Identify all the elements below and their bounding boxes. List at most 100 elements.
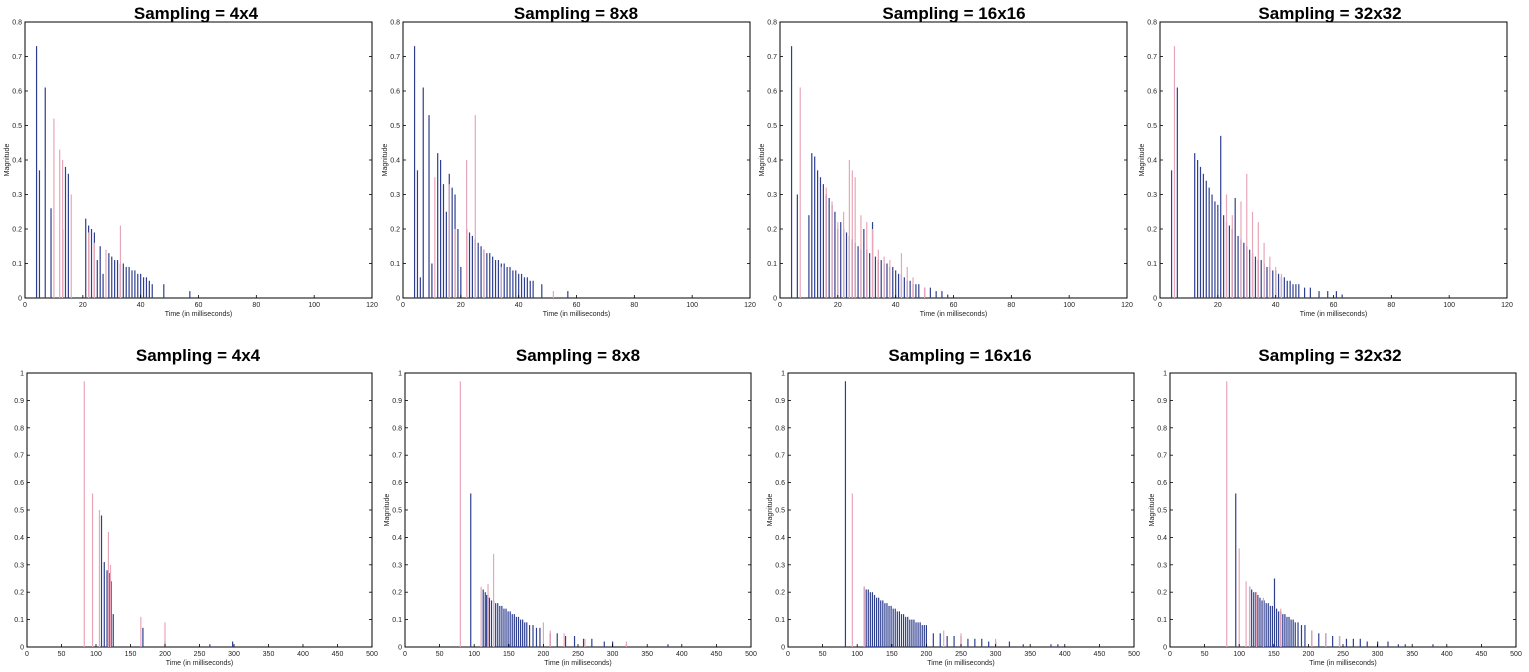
y-tick-label: 0.9 — [775, 398, 785, 405]
x-tick-label: 60 — [195, 302, 203, 309]
x-tick-label: 400 — [676, 651, 688, 658]
x-tick-label: 400 — [1441, 651, 1453, 658]
y-tick-label: 1 — [1163, 371, 1167, 378]
y-tick-label: 0.8 — [392, 425, 402, 432]
x-tick-label: 250 — [194, 651, 206, 658]
x-axis-label: Time (in milliseconds) — [166, 660, 233, 667]
x-tick-label: 40 — [137, 302, 145, 309]
x-tick-label: 400 — [1059, 651, 1071, 658]
y-tick-label: 0.3 — [775, 562, 785, 569]
x-tick-label: 450 — [1476, 651, 1488, 658]
x-tick-label: 0 — [401, 302, 405, 309]
x-tick-label: 120 — [1121, 302, 1133, 309]
x-tick-label: 80 — [1007, 302, 1015, 309]
y-tick-label: 0.1 — [767, 261, 777, 268]
y-tick-label: 0 — [20, 645, 24, 652]
x-tick-label: 0 — [786, 651, 790, 658]
x-tick-label: 120 — [1501, 302, 1513, 309]
x-tick-label: 150 — [503, 651, 515, 658]
x-tick-label: 500 — [1128, 651, 1140, 658]
x-tick-label: 250 — [572, 651, 584, 658]
x-tick-label: 80 — [252, 302, 260, 309]
y-tick-label: 0.7 — [12, 54, 22, 61]
y-tick-label: 1 — [781, 371, 785, 378]
chart-title: Sampling = 32x32 — [1258, 4, 1401, 23]
x-tick-label: 80 — [630, 302, 638, 309]
x-tick-label: 200 — [538, 651, 550, 658]
y-tick-label: 0.2 — [14, 590, 24, 597]
y-tick-label: 0.6 — [775, 480, 785, 487]
y-tick-label: 0 — [398, 645, 402, 652]
y-axis-label: Magnitude — [1149, 494, 1156, 527]
y-tick-label: 0.4 — [390, 158, 400, 165]
y-tick-label: 0.8 — [775, 425, 785, 432]
x-tick-label: 50 — [436, 651, 444, 658]
y-tick-label: 0.9 — [1157, 398, 1167, 405]
x-tick-label: 300 — [228, 651, 240, 658]
y-tick-label: 1 — [398, 371, 402, 378]
y-tick-label: 0 — [396, 296, 400, 303]
y-tick-label: 0.5 — [14, 508, 24, 515]
x-axis-label: Time (in milliseconds) — [543, 311, 610, 318]
x-tick-label: 0 — [1168, 651, 1172, 658]
plot-frame — [404, 372, 752, 648]
x-axis-label: Time (in milliseconds) — [920, 311, 987, 318]
chart-4: Sampling = 32x32 0 20 40 60 80 100 120 0 0.1 0.2 0.… — [1139, 4, 1513, 318]
y-tick-label: 0.5 — [12, 123, 22, 130]
x-tick-label: 150 — [886, 651, 898, 658]
y-tick-label: 0.4 — [14, 535, 24, 542]
y-tick-label: 0.2 — [392, 590, 402, 597]
y-tick-label: 0.4 — [767, 158, 777, 165]
x-tick-label: 200 — [159, 651, 171, 658]
y-tick-label: 0.7 — [767, 54, 777, 61]
x-tick-label: 0 — [25, 651, 29, 658]
plot-frame — [1169, 372, 1517, 648]
y-axis-label: Magnitude — [1139, 144, 1146, 177]
y-tick-label: 0.8 — [1147, 20, 1157, 27]
y-tick-label: 0.2 — [775, 590, 785, 597]
plot-frame — [26, 372, 373, 648]
x-axis-label: Time (in milliseconds) — [165, 311, 232, 318]
x-tick-label: 100 — [308, 302, 320, 309]
x-tick-label: 60 — [950, 302, 958, 309]
y-tick-label: 0.3 — [1157, 562, 1167, 569]
y-tick-label: 0.7 — [390, 54, 400, 61]
x-tick-label: 20 — [1214, 302, 1222, 309]
y-tick-label: 0.3 — [390, 192, 400, 199]
y-tick-label: 0.7 — [392, 453, 402, 460]
y-tick-label: 0.1 — [12, 261, 22, 268]
y-tick-label: 0.1 — [392, 617, 402, 624]
x-tick-label: 100 — [468, 651, 480, 658]
y-tick-label: 0.3 — [12, 192, 22, 199]
x-tick-label: 120 — [744, 302, 756, 309]
y-tick-label: 1 — [20, 371, 24, 378]
y-axis-label: Magnitude — [4, 144, 11, 177]
x-axis-label: Time (in milliseconds) — [927, 660, 994, 667]
y-tick-label: 0.3 — [767, 192, 777, 199]
x-tick-label: 300 — [1372, 651, 1384, 658]
chart-title: Sampling = 8x8 — [516, 346, 640, 365]
x-tick-label: 50 — [1201, 651, 1209, 658]
chart-title: Sampling = 4x4 — [136, 346, 261, 365]
x-tick-label: 40 — [515, 302, 523, 309]
y-tick-label: 0.1 — [775, 617, 785, 624]
y-tick-label: 0 — [1153, 296, 1157, 303]
x-tick-label: 500 — [745, 651, 757, 658]
x-tick-label: 250 — [955, 651, 967, 658]
y-tick-label: 0.9 — [14, 398, 24, 405]
y-tick-label: 0.6 — [1157, 480, 1167, 487]
y-tick-label: 0.8 — [390, 20, 400, 27]
chart-6: Sampling = 8x8 0 50 100 150 200 250 300 350 400 45… — [384, 346, 757, 667]
chart-title: Sampling = 32x32 — [1258, 346, 1401, 365]
x-tick-label: 40 — [892, 302, 900, 309]
x-tick-label: 60 — [573, 302, 581, 309]
chart-title: Sampling = 16x16 — [882, 4, 1025, 23]
x-tick-label: 350 — [1406, 651, 1418, 658]
x-tick-label: 400 — [297, 651, 309, 658]
y-tick-label: 0.5 — [1147, 123, 1157, 130]
plot-frame — [24, 21, 373, 299]
x-tick-label: 0 — [778, 302, 782, 309]
x-tick-label: 300 — [607, 651, 619, 658]
x-tick-label: 450 — [1094, 651, 1106, 658]
